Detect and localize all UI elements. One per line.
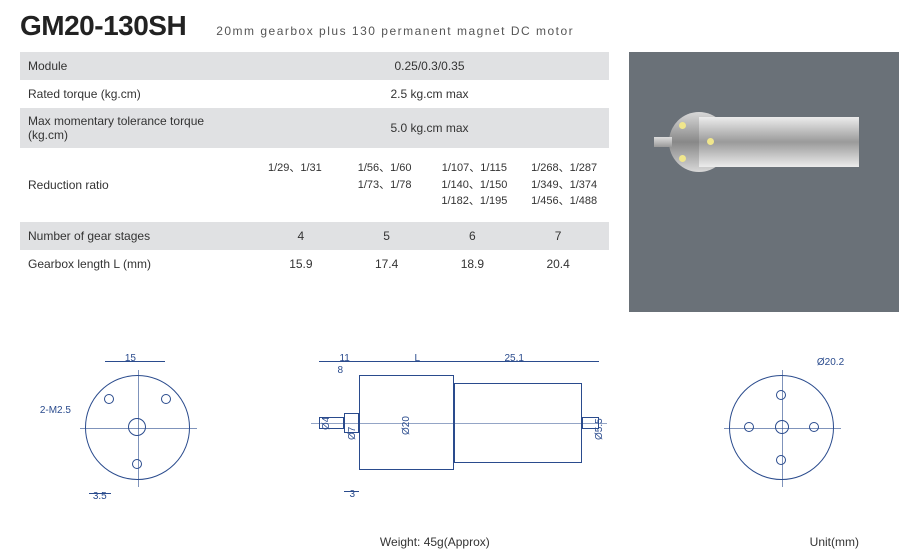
spec-row: Module0.25/0.3/0.35 (20, 52, 609, 80)
unit-label: Unit(mm) (810, 535, 859, 549)
spec-value: 2.5 kg.cm max (250, 80, 609, 108)
header: GM20-130SH 20mm gearbox plus 130 permane… (20, 10, 899, 42)
spec-cell: 1/268、1/287 1/349、1/374 1/456、1/488 (519, 160, 609, 210)
dim-label: 25.1 (504, 353, 523, 364)
spec-cell: 15.9 (258, 257, 344, 271)
spec-table: Module0.25/0.3/0.35Rated torque (kg.cm)2… (20, 52, 609, 312)
dim-label: 11 (339, 353, 349, 364)
spec-value: 1/29、1/311/56、1/60 1/73、1/781/107、1/115 … (250, 148, 609, 222)
spec-value: 5.0 kg.cm max (250, 108, 609, 148)
spec-row: Max momentary tolerance torque (kg.cm)5.… (20, 108, 609, 148)
spec-row: Rated torque (kg.cm)2.5 kg.cm max (20, 80, 609, 108)
dim-label: L (414, 353, 420, 364)
spec-cell: 4 (258, 229, 344, 243)
spec-cell: 18.9 (430, 257, 516, 271)
spec-value: 4567 (250, 222, 609, 250)
product-title: GM20-130SH (20, 10, 186, 42)
spec-cell: 5 (344, 229, 430, 243)
spec-value: 15.917.418.920.4 (250, 250, 609, 278)
spec-cell: 6 (430, 229, 516, 243)
spec-value: 0.25/0.3/0.35 (250, 52, 609, 80)
spec-row: Gearbox length L (mm)15.917.418.920.4 (20, 250, 609, 278)
footer: Weight: 45g(Approx) Unit(mm) (20, 535, 899, 549)
spec-label: Gearbox length L (mm) (20, 250, 250, 278)
spec-row: Number of gear stages4567 (20, 222, 609, 250)
spec-cell: 1/29、1/31 (250, 160, 340, 210)
spec-label: Rated torque (kg.cm) (20, 80, 250, 108)
weight-label: Weight: 45g(Approx) (380, 535, 490, 549)
spec-row: Reduction ratio1/29、1/311/56、1/60 1/73、1… (20, 148, 609, 222)
spec-cell: 20.4 (515, 257, 601, 271)
back-view: Ø20.2 (729, 375, 834, 480)
spec-label: Reduction ratio (20, 148, 250, 222)
front-view: 15 2-M2.5 3.5 (85, 375, 190, 480)
product-subtitle: 20mm gearbox plus 130 permanent magnet D… (216, 24, 574, 38)
dim-label: Ø4 (321, 416, 332, 429)
spec-cell: 17.4 (344, 257, 430, 271)
dim-label: 8 (337, 365, 343, 376)
spec-label: Max momentary tolerance torque (kg.cm) (20, 108, 250, 148)
dim-label: Ø20 (401, 416, 412, 435)
spec-label: Module (20, 52, 250, 80)
side-view: 11 8 L 25.1 Ø4 Ø7 Ø20 Ø5.5 3 (319, 375, 599, 480)
spec-cell: 1/56、1/60 1/73、1/78 (340, 160, 430, 210)
dim-label: Ø20.2 (817, 357, 844, 368)
spec-label: Number of gear stages (20, 222, 250, 250)
spec-cell: 1/107、1/115 1/140、1/150 1/182、1/195 (430, 160, 520, 210)
dim-label: 15 (125, 353, 136, 364)
dim-label: 2-M2.5 (40, 405, 71, 416)
dim-label: Ø7 (347, 426, 358, 439)
top-section: Module0.25/0.3/0.35Rated torque (kg.cm)2… (20, 52, 899, 312)
dim-label: Ø5.5 (594, 418, 605, 440)
product-photo (629, 52, 899, 312)
technical-drawing: 15 2-M2.5 3.5 11 8 L 25.1 Ø4 Ø7 (20, 327, 899, 527)
spec-cell: 7 (515, 229, 601, 243)
